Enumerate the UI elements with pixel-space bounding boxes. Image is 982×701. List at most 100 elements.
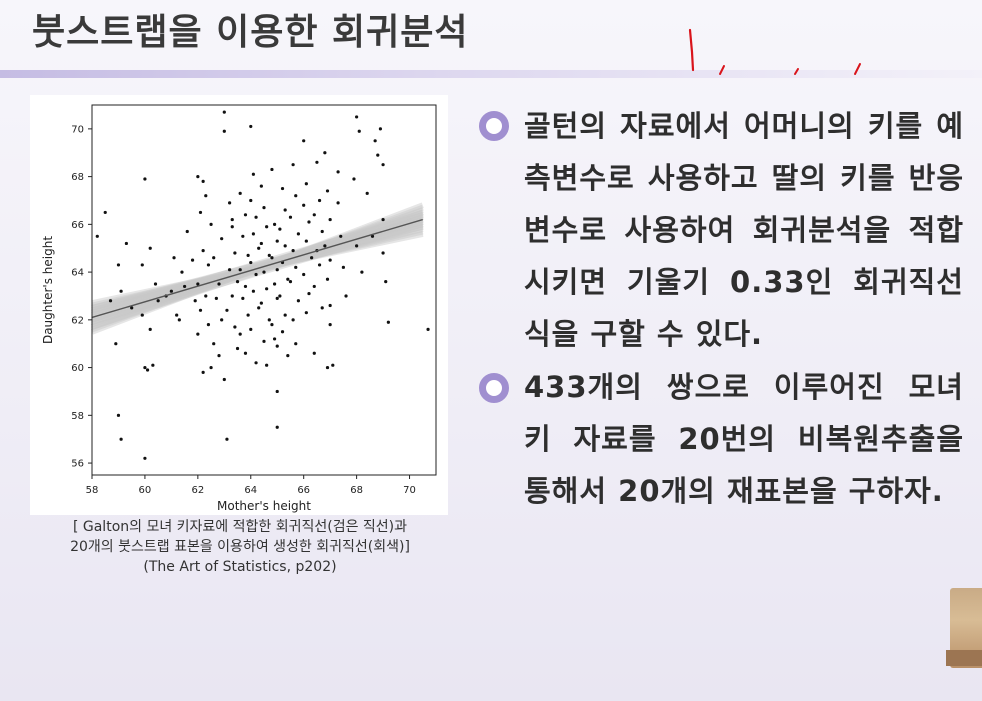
data-point: [204, 194, 208, 198]
bullet-circle-2: [479, 373, 509, 403]
data-point: [148, 246, 152, 250]
data-point: [283, 313, 287, 317]
data-point: [201, 249, 205, 253]
data-point: [355, 115, 359, 119]
data-point: [312, 351, 316, 355]
data-point: [275, 344, 279, 348]
x-tick-label: 68: [350, 485, 363, 496]
data-point: [143, 365, 147, 370]
data-point: [370, 234, 375, 238]
data-point: [315, 160, 319, 164]
data-point: [275, 296, 279, 300]
data-point: [283, 208, 287, 212]
data-point: [278, 294, 282, 298]
data-point: [275, 239, 279, 243]
data-point: [119, 289, 123, 293]
data-point: [288, 280, 293, 284]
data-point: [196, 332, 200, 336]
data-point: [384, 280, 388, 284]
data-point: [304, 311, 308, 315]
data-point: [302, 203, 306, 207]
data-point: [265, 287, 269, 291]
data-point: [296, 232, 300, 236]
data-point: [278, 227, 282, 231]
data-point: [124, 241, 128, 246]
data-point: [246, 313, 250, 317]
x-tick-label: 66: [297, 485, 310, 496]
data-point: [169, 289, 173, 293]
data-point: [267, 253, 271, 257]
data-point: [145, 368, 150, 372]
data-point: [116, 263, 121, 267]
y-tick-label: 60: [71, 363, 84, 374]
data-point: [257, 306, 261, 310]
data-point: [286, 277, 290, 281]
data-point: [185, 229, 189, 234]
data-point: [198, 308, 203, 312]
data-point: [259, 241, 263, 246]
y-tick-label: 58: [71, 411, 84, 422]
data-point: [238, 191, 242, 195]
data-point: [317, 263, 322, 267]
data-point: [230, 294, 234, 298]
data-point: [228, 268, 232, 272]
data-point: [275, 389, 279, 394]
data-point: [251, 232, 256, 236]
data-point: [272, 337, 277, 341]
bootstrap-line: [91, 211, 424, 316]
data-point: [151, 363, 155, 367]
data-point: [243, 213, 248, 217]
bootstrap-line: [91, 209, 424, 323]
data-point: [262, 270, 266, 274]
data-point: [275, 425, 279, 429]
regression-fit-line: [91, 218, 423, 319]
data-point: [339, 234, 343, 238]
data-point: [190, 258, 195, 262]
data-point: [294, 194, 298, 198]
caption-line-1: [ Galton의 모녀 키자료에 적합한 회귀직선(검은 직선)과: [72, 519, 408, 535]
data-point: [317, 198, 322, 203]
data-point: [254, 361, 258, 365]
data-point: [265, 363, 269, 367]
data-point: [320, 229, 324, 234]
paragraph-2: 433개의 쌍으로 이루어진 모녀 키 자료를 20번의 비복원추출을 통해서 …: [524, 370, 964, 508]
data-point: [325, 189, 330, 193]
data-point: [302, 272, 306, 277]
data-point: [108, 299, 113, 303]
data-point: [381, 163, 385, 167]
data-point: [352, 177, 356, 181]
data-point: [280, 186, 285, 191]
data-point: [222, 129, 226, 133]
data-point: [241, 234, 245, 238]
data-point: [328, 217, 332, 222]
data-point: [341, 265, 345, 269]
data-point: [201, 179, 205, 183]
data-points: [95, 110, 430, 460]
data-point: [217, 282, 221, 286]
bootstrap-line: [91, 226, 424, 314]
data-point: [323, 151, 327, 155]
data-point: [288, 215, 293, 219]
data-point: [222, 110, 226, 114]
data-point: [225, 437, 229, 441]
data-point: [251, 289, 256, 293]
data-point: [320, 306, 324, 310]
bootstrap-line: [91, 221, 424, 326]
data-point: [116, 413, 121, 417]
x-tick-label: 70: [403, 485, 416, 496]
data-point: [238, 268, 242, 272]
data-point: [230, 217, 234, 222]
data-point: [291, 249, 295, 253]
data-point: [325, 277, 330, 281]
data-point: [312, 213, 316, 217]
data-point: [294, 342, 298, 346]
data-point: [376, 153, 380, 157]
data-point: [307, 291, 311, 296]
data-point: [328, 323, 332, 327]
data-point: [291, 318, 295, 322]
handwritten-ink-marks: [688, 28, 861, 75]
data-point: [143, 456, 147, 460]
data-point: [212, 256, 216, 260]
data-point: [220, 318, 224, 322]
data-point: [307, 220, 311, 224]
